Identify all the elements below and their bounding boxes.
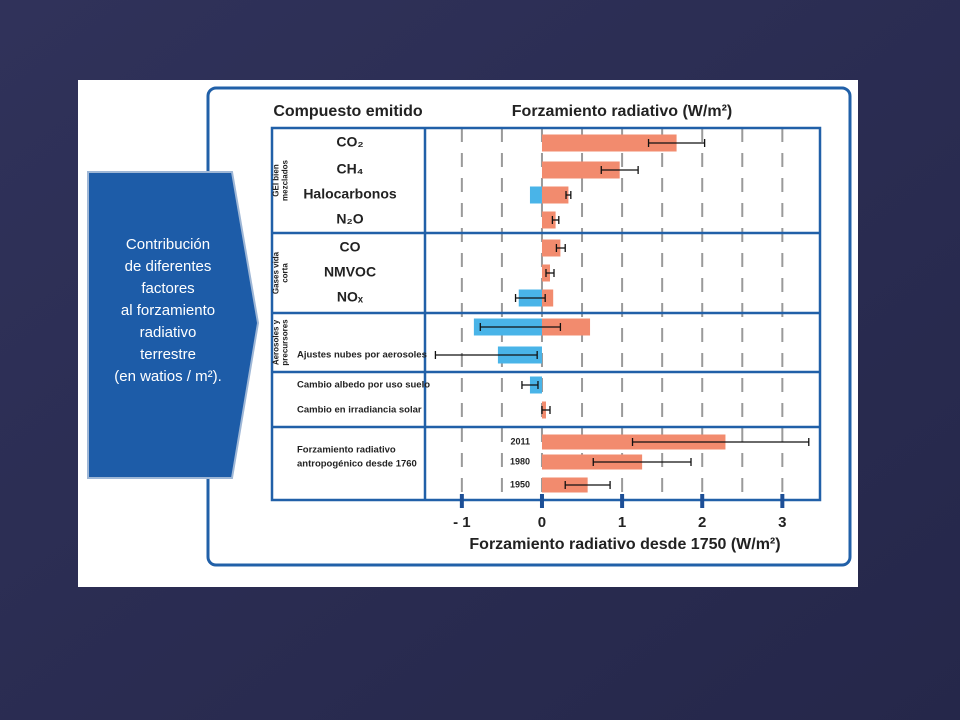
caption-line: al forzamiento	[121, 302, 215, 319]
group-label-line: precursores	[281, 319, 290, 366]
positive-bar	[541, 161, 620, 179]
group-label-line: Aerosoles y	[272, 319, 281, 365]
positive-bar	[541, 186, 569, 204]
x-axis-label: Forzamiento radiativo desde 1750 (W/m²)	[469, 536, 780, 553]
caption-line: (en watios / m²).	[114, 368, 222, 385]
header-left: Compuesto emitido	[273, 103, 423, 120]
row-label: CO₂	[336, 134, 363, 150]
x-tick-label: 2	[698, 514, 706, 531]
row-label: Cambio en irradiancia solar	[297, 405, 422, 416]
caption-line: Contribución	[126, 236, 210, 253]
row-label: N₂O	[336, 211, 363, 227]
group-label: GEI bienmezclados	[272, 159, 290, 200]
positive-bar	[541, 239, 561, 257]
x-tick-label: 3	[778, 514, 786, 531]
row-label: NOₓ	[337, 289, 364, 305]
caption-line: radiativo	[140, 324, 197, 341]
caption-line: terrestre	[140, 346, 196, 363]
group-label-line: Gases vida	[272, 251, 281, 294]
caption: Contribución de diferentes factores al forz…	[114, 236, 222, 385]
caption-line: factores	[141, 280, 194, 297]
x-tick-label: 0	[538, 514, 546, 531]
x-tick-label: - 1	[453, 514, 471, 531]
positive-bar	[541, 289, 554, 307]
group-label-line: corta	[281, 263, 290, 283]
caption-line: de diferentes	[125, 258, 212, 275]
group-label: Aerosoles yprecursores	[272, 319, 290, 366]
row-label: Halocarbonos	[303, 186, 397, 202]
group-label-line: GEI bien	[272, 164, 281, 197]
positive-bar	[541, 318, 591, 336]
positive-bar	[541, 134, 677, 152]
row-label: 1980	[510, 456, 530, 466]
row-label: 1950	[510, 479, 530, 489]
header-right: Forzamiento radiativo (W/m²)	[512, 103, 732, 120]
caption-arrow	[87, 171, 260, 479]
group-description: Forzamiento radiativo	[297, 445, 396, 456]
negative-bar	[529, 186, 542, 204]
positive-bar	[541, 211, 556, 229]
positive-bar	[541, 454, 643, 470]
row-label: Ajustes nubes por aerosoles	[297, 350, 427, 361]
row-label: CO	[340, 239, 361, 255]
x-tick-label: 1	[618, 514, 626, 531]
group-description: antropogénico desde 1760	[297, 459, 417, 470]
group-label: Gases vidacorta	[272, 251, 290, 294]
row-label: NMVOC	[324, 264, 376, 280]
row-label: CH₄	[337, 161, 364, 177]
row-label: Cambio albedo por uso suelo	[297, 380, 430, 391]
group-label-line: mezclados	[281, 159, 290, 200]
row-label: 2011	[510, 436, 530, 446]
